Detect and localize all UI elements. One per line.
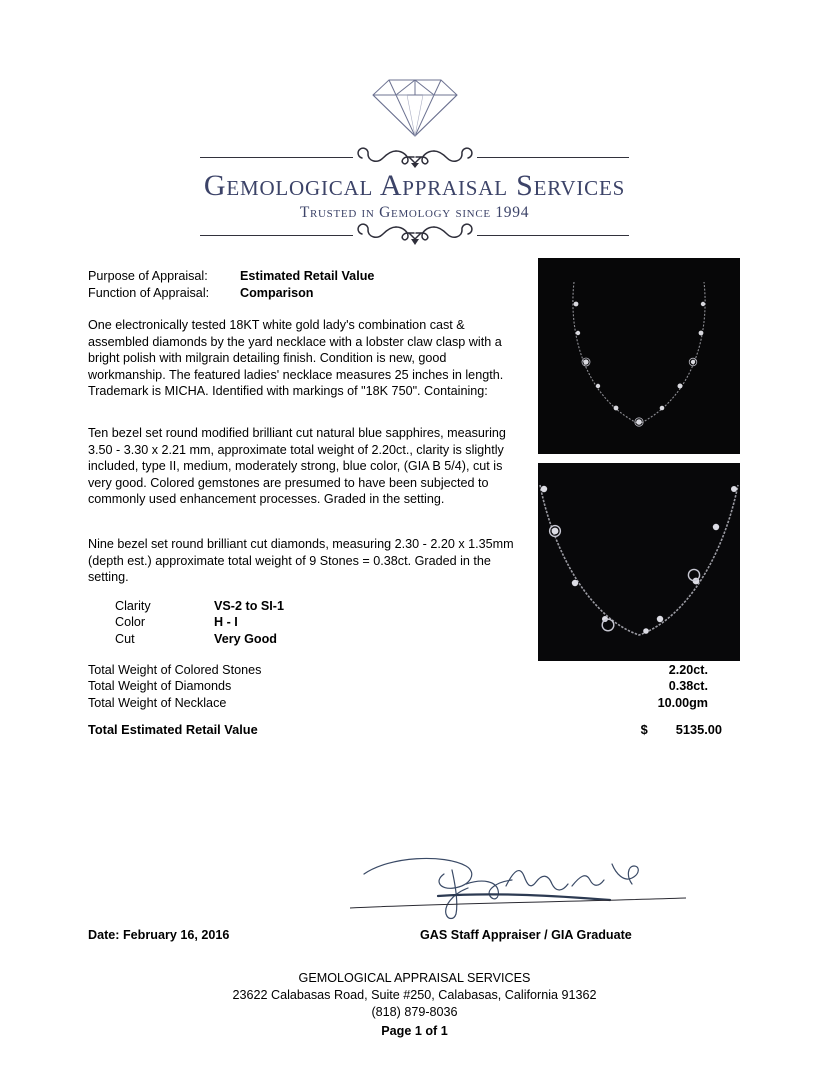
- grade-label: Clarity: [115, 599, 151, 613]
- diamond-grade-table: Clarity VS-2 to SI-1 Color H - I Cut Ver…: [115, 598, 284, 647]
- rule-right: [424, 157, 629, 158]
- table-row: Total Weight of Diamonds 0.38ct.: [88, 678, 708, 694]
- totals-value: 0.38ct.: [668, 679, 708, 694]
- function-row: Function of Appraisal: Comparison: [88, 285, 374, 302]
- grand-total-label: Total Estimated Retail Value: [88, 722, 258, 737]
- ornamental-flourish-icon: [352, 145, 477, 169]
- footer-company: GEMOLOGICAL APPRAISAL SERVICES: [298, 971, 531, 985]
- signature-area: [348, 848, 688, 924]
- sapphire-description-paragraph: Ten bezel set round modified brilliant c…: [88, 426, 506, 507]
- signature-caption: GAS Staff Appraiser / GIA Graduate: [420, 928, 632, 942]
- grade-label: Color: [115, 615, 146, 630]
- diamond-gem-icon: [369, 77, 461, 144]
- item-description-paragraph: One electronically tested 18KT white gol…: [88, 318, 504, 399]
- rule-left: [200, 157, 405, 158]
- diamond-description-paragraph: Nine bezel set round brilliant cut diamo…: [88, 537, 514, 585]
- totals-label: Total Weight of Colored Stones: [88, 663, 262, 677]
- table-row: Cut Very Good: [115, 631, 284, 647]
- grade-value: H - I: [214, 615, 238, 630]
- grand-total-row: Total Estimated Retail Value $ 5135.00: [88, 722, 722, 737]
- weight-totals-table: Total Weight of Colored Stones 2.20ct. T…: [88, 662, 708, 711]
- table-row: Color H - I: [115, 614, 284, 630]
- function-value: Comparison: [240, 285, 314, 300]
- bottom-rule-row: [0, 222, 829, 248]
- function-label: Function of Appraisal:: [88, 285, 210, 300]
- footer: GEMOLOGICAL APPRAISAL SERVICES 23622 Cal…: [0, 970, 829, 1040]
- purpose-row: Purpose of Appraisal: Estimated Retail V…: [88, 268, 374, 285]
- footer-phone: (818) 879-8036: [371, 1005, 458, 1019]
- handwritten-signature-icon: [349, 857, 687, 920]
- necklace-full-view-photo: [538, 258, 740, 454]
- table-row: Total Weight of Colored Stones 2.20ct.: [88, 662, 708, 678]
- table-row: Total Weight of Necklace 10.00gm: [88, 695, 708, 711]
- grand-total-value: 5135.00: [675, 722, 722, 737]
- top-rule-row: [0, 144, 829, 170]
- rule-left-lower: [200, 234, 405, 236]
- currency-symbol: $: [640, 722, 648, 737]
- diamond-icon-container: [0, 78, 829, 144]
- grade-value: VS-2 to SI-1: [214, 599, 284, 613]
- brand-tagline: Trusted in Gemology since 1994: [299, 203, 530, 221]
- grade-label: Cut: [115, 631, 135, 646]
- appraisal-date: Date: February 16, 2016: [88, 928, 230, 942]
- page-number: Page 1 of 1: [381, 1024, 448, 1038]
- rule-right-lower: [424, 234, 629, 236]
- purpose-value: Estimated Retail Value: [240, 269, 375, 283]
- totals-value: 2.20ct.: [668, 663, 708, 677]
- ornamental-flourish-icon-lower: [352, 222, 477, 247]
- totals-value: 10.00gm: [657, 695, 708, 710]
- necklace-detail-view-photo: [538, 463, 740, 661]
- grade-value: Very Good: [214, 631, 277, 646]
- table-row: Clarity VS-2 to SI-1: [115, 598, 284, 614]
- appraisal-meta: Purpose of Appraisal: Estimated Retail V…: [88, 268, 374, 301]
- page-title: Gemological Appraisal Services: [203, 169, 626, 202]
- grand-total-amount-group: $ 5135.00: [641, 722, 722, 737]
- totals-label: Total Weight of Diamonds: [88, 679, 232, 694]
- footer-address: 23622 Calabasas Road, Suite #250, Calaba…: [232, 988, 597, 1002]
- totals-label: Total Weight of Necklace: [88, 695, 227, 710]
- purpose-label: Purpose of Appraisal:: [88, 269, 208, 283]
- letterhead: Gemological Appraisal Services Trusted i…: [0, 78, 829, 248]
